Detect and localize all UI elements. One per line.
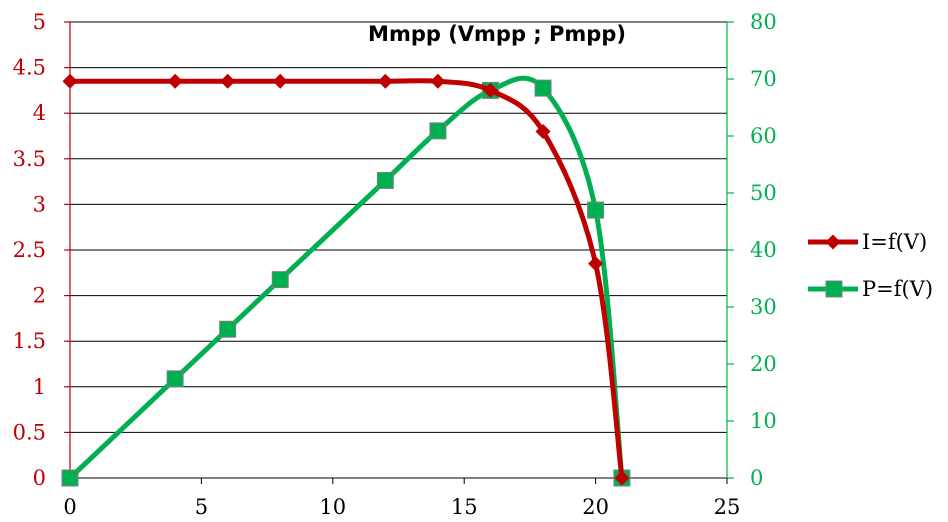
point-current (220, 73, 236, 89)
legend-label-current: I=f(V) (862, 230, 927, 254)
x-tick-label: 0 (63, 495, 76, 519)
point-power (376, 171, 394, 189)
left-tick-label: 0 (33, 466, 46, 490)
left-tick-label: 0.5 (13, 420, 46, 444)
point-power (219, 320, 237, 338)
point-current (535, 123, 551, 139)
left-tick-label: 5 (33, 10, 46, 34)
point-power (429, 122, 447, 140)
axes (64, 21, 734, 484)
point-current (430, 73, 446, 89)
mpp-annotation: Mmpp (Vmpp ; Pmpp) (368, 22, 626, 46)
legend-label-power: P=f(V) (862, 277, 933, 301)
x-tick-label: 15 (451, 495, 478, 519)
point-power (61, 469, 79, 487)
point-current (272, 73, 288, 89)
series-layer (61, 73, 631, 487)
left-tick-label: 1.5 (13, 329, 46, 353)
x-tick-label: 5 (195, 495, 208, 519)
left-tick-label: 3 (33, 192, 46, 216)
right-tick-label: 10 (750, 409, 777, 433)
point-current (62, 73, 78, 89)
left-tick-label: 4.5 (13, 56, 46, 80)
series-line-power (67, 75, 625, 481)
point-current (614, 470, 630, 486)
point-current (482, 82, 498, 98)
point-power (166, 370, 184, 388)
right-tick-label: 20 (750, 352, 777, 376)
right-tick-label: 50 (750, 181, 777, 205)
x-tick-label: 10 (319, 495, 346, 519)
legend-marker-power (825, 280, 843, 298)
right-tick-label: 30 (750, 295, 777, 319)
right-tick-label: 80 (750, 10, 777, 34)
right-tick-label: 0 (750, 466, 763, 490)
right-tick-label: 70 (750, 67, 777, 91)
point-power (534, 79, 552, 97)
left-tick-label: 2 (33, 284, 46, 308)
right-tick-label: 60 (750, 124, 777, 148)
legend: I=f(V) P=f(V) (808, 230, 933, 301)
left-tick-label: 1 (33, 375, 46, 399)
point-current (167, 73, 183, 89)
left-tick-label: 3.5 (13, 147, 46, 171)
legend-marker-current (825, 234, 841, 250)
point-power (587, 201, 605, 219)
x-tick-label: 20 (582, 495, 609, 519)
left-tick-label: 2.5 (13, 238, 46, 262)
point-power (271, 271, 289, 289)
point-current (588, 256, 604, 272)
x-tick-label: 25 (714, 495, 741, 519)
point-current (377, 73, 393, 89)
left-tick-label: 4 (33, 101, 46, 125)
series-line-current (67, 78, 625, 481)
right-tick-label: 40 (750, 238, 777, 262)
